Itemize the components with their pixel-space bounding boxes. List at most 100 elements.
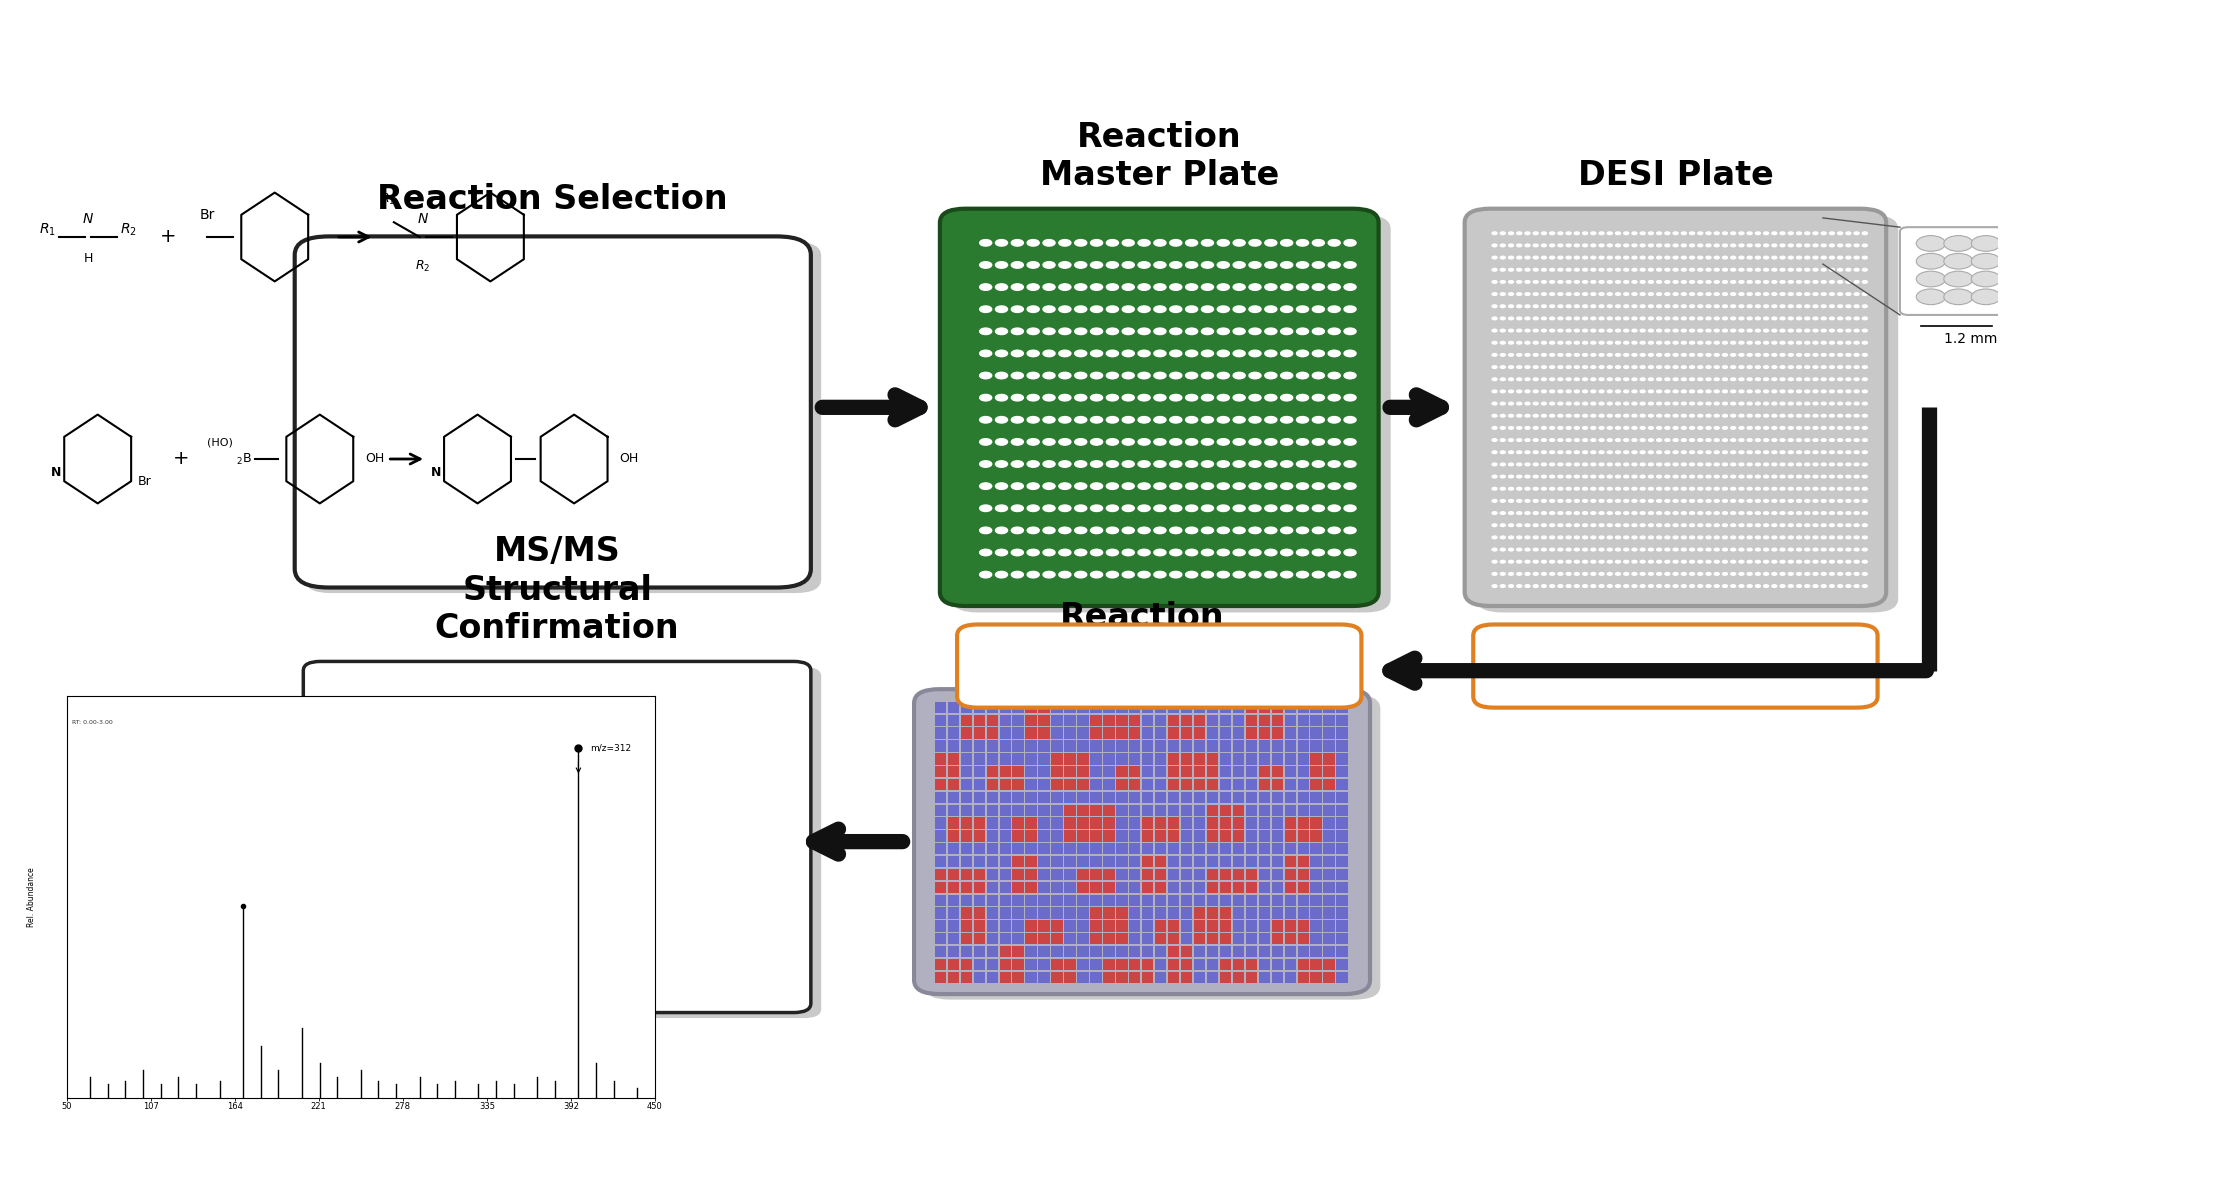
Circle shape [1074, 571, 1088, 578]
Bar [1272, 920, 1283, 931]
Circle shape [1780, 536, 1785, 539]
Bar [1296, 805, 1310, 816]
Circle shape [1607, 354, 1612, 356]
Circle shape [1510, 414, 1514, 418]
Bar [975, 959, 986, 970]
Circle shape [1328, 395, 1341, 401]
Bar [1181, 856, 1192, 868]
Circle shape [1820, 354, 1827, 356]
Bar [1259, 779, 1270, 791]
Circle shape [1123, 284, 1134, 290]
Bar [1310, 869, 1321, 880]
Circle shape [1820, 305, 1827, 307]
Bar [1285, 959, 1296, 970]
Circle shape [1738, 451, 1745, 454]
Bar [1296, 766, 1310, 778]
Circle shape [1106, 416, 1119, 424]
Circle shape [1558, 499, 1563, 503]
Bar [1232, 959, 1243, 970]
Bar [1141, 754, 1154, 764]
Circle shape [1565, 414, 1572, 418]
Bar [1077, 907, 1088, 919]
Bar [1336, 920, 1348, 931]
Circle shape [1820, 402, 1827, 404]
Circle shape [1854, 511, 1858, 515]
Circle shape [1805, 402, 1809, 404]
Circle shape [1854, 439, 1858, 442]
Circle shape [1665, 487, 1669, 490]
Circle shape [1649, 232, 1654, 234]
Bar [1154, 907, 1166, 919]
Circle shape [1656, 584, 1661, 587]
Circle shape [1059, 284, 1070, 290]
Circle shape [1028, 571, 1039, 578]
Circle shape [1328, 372, 1341, 379]
Circle shape [1723, 572, 1727, 575]
Circle shape [1550, 572, 1554, 575]
Circle shape [1616, 536, 1621, 539]
Circle shape [1763, 317, 1769, 319]
Circle shape [1281, 482, 1292, 490]
Circle shape [1689, 487, 1694, 490]
Bar [975, 817, 986, 829]
Circle shape [1598, 511, 1605, 515]
Circle shape [1796, 536, 1800, 539]
Bar [1208, 882, 1219, 893]
Bar [1141, 882, 1154, 893]
Circle shape [1756, 548, 1760, 551]
Circle shape [1592, 499, 1596, 503]
Bar [1039, 920, 1050, 931]
Circle shape [1674, 232, 1678, 234]
Circle shape [1343, 527, 1356, 534]
Circle shape [1558, 232, 1563, 234]
Circle shape [1863, 572, 1867, 575]
Circle shape [1541, 342, 1547, 344]
Circle shape [1592, 451, 1596, 454]
Circle shape [1698, 402, 1703, 404]
Circle shape [1789, 439, 1794, 442]
Bar [1077, 779, 1088, 791]
Circle shape [1623, 257, 1629, 259]
Bar [1090, 882, 1101, 893]
Circle shape [1583, 378, 1587, 380]
Circle shape [1820, 475, 1827, 478]
Circle shape [1763, 426, 1769, 430]
Text: $R_1$: $R_1$ [380, 192, 395, 208]
Circle shape [1854, 329, 1858, 332]
FancyBboxPatch shape [313, 667, 821, 1018]
Circle shape [1945, 271, 1974, 287]
Circle shape [1583, 499, 1587, 503]
Circle shape [1510, 524, 1514, 527]
Circle shape [1649, 475, 1654, 478]
Circle shape [1772, 475, 1776, 478]
Bar [961, 844, 972, 854]
FancyBboxPatch shape [1476, 215, 1898, 612]
Circle shape [1201, 350, 1214, 356]
Bar [999, 766, 1010, 778]
Circle shape [1674, 572, 1678, 575]
Circle shape [1525, 317, 1530, 319]
Circle shape [1583, 293, 1587, 295]
Circle shape [1154, 284, 1166, 290]
Circle shape [1607, 524, 1612, 527]
Circle shape [1565, 499, 1572, 503]
Circle shape [1574, 451, 1578, 454]
Circle shape [1732, 366, 1736, 368]
Circle shape [1185, 284, 1197, 290]
Bar [948, 869, 959, 880]
Circle shape [1641, 378, 1645, 380]
Circle shape [1616, 560, 1621, 563]
Circle shape [1516, 584, 1521, 587]
Bar [986, 844, 999, 854]
Circle shape [1296, 372, 1308, 379]
Circle shape [1714, 342, 1718, 344]
Circle shape [1106, 505, 1119, 511]
Circle shape [1763, 572, 1769, 575]
Circle shape [1616, 475, 1621, 478]
Circle shape [1217, 550, 1230, 556]
Bar [975, 894, 986, 906]
Bar [975, 972, 986, 983]
Circle shape [1232, 550, 1245, 556]
Circle shape [1649, 499, 1654, 503]
Circle shape [1043, 482, 1054, 490]
